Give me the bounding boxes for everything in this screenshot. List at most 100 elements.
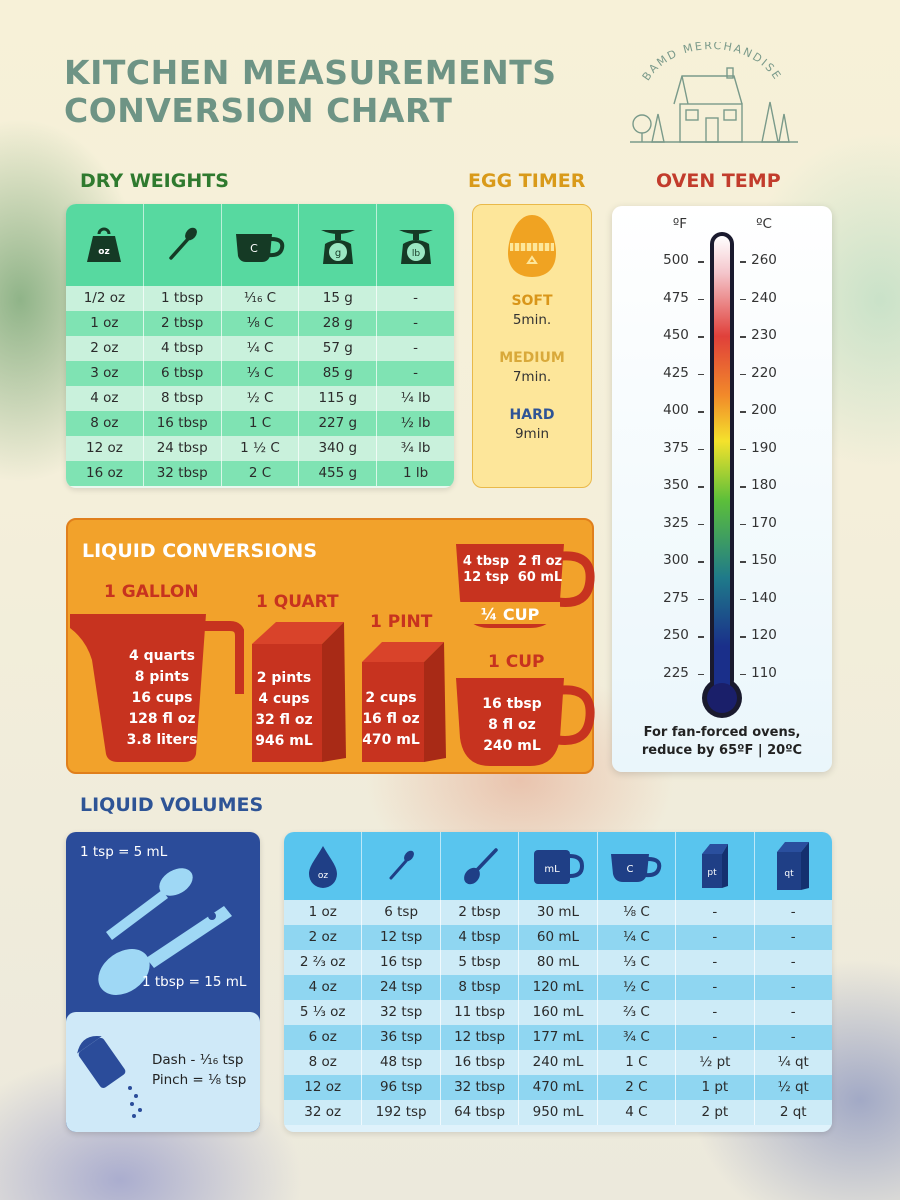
cup-line: 8 fl oz <box>488 717 536 733</box>
table-cell: 1 pt <box>676 1075 755 1100</box>
fahrenheit-tick-label: 325 <box>663 514 689 531</box>
tick-mark <box>740 448 746 450</box>
egg-level-time: 9min <box>514 426 550 442</box>
celsius-tick-label: 110 <box>751 664 777 681</box>
tick-mark <box>740 411 746 413</box>
table-cell: ¼ C <box>598 925 677 950</box>
quart-line: 2 pints <box>256 670 312 686</box>
pt-label: pt <box>707 868 717 878</box>
tick-mark <box>698 373 704 375</box>
g-label: g <box>335 248 341 259</box>
celsius-tick-label: 230 <box>751 327 777 343</box>
quart-details: 2 pints 4 cups 32 fl oz 946 mL <box>246 668 322 752</box>
table-cell: 120 mL <box>519 975 598 1000</box>
drop-oz-icon: oz <box>308 846 337 888</box>
weight-oz-icon: oz <box>87 227 122 262</box>
scale-g-icon: g <box>320 230 355 264</box>
table-cell: 16 tbsp <box>441 1050 520 1075</box>
table-cell: 8 oz <box>284 1050 363 1075</box>
fahrenheit-tick-label: 300 <box>663 552 689 568</box>
table-row: 2 ⅔ oz 16 tsp 5 tbsp 80 mL ⅓ C-- <box>284 950 832 975</box>
tick-mark <box>740 561 746 563</box>
table-cell: 8 oz <box>66 411 144 436</box>
table-cell: 11 tbsp <box>441 1000 520 1025</box>
table-cell: 4 tbsp <box>441 925 520 950</box>
egg-level-time: 5min. <box>512 312 552 328</box>
table-cell: ½ C <box>222 386 300 411</box>
fahrenheit-tick-label: 275 <box>663 589 689 606</box>
tick-mark <box>698 448 704 450</box>
mug-ml-icon: mL <box>533 850 584 884</box>
cup-label: C <box>250 242 258 255</box>
brand-logo: BAMD MERCHANDISE <box>630 42 798 143</box>
table-cell: - <box>676 1000 755 1025</box>
table-row: 12 oz 24 tbsp 1 ½ C 340 g ¾ lb <box>66 436 454 461</box>
lb-label: lb <box>411 249 420 259</box>
table-cell: 340 g <box>299 436 378 461</box>
salt-shaker-icon <box>77 1035 142 1118</box>
table-cell: - <box>790 979 796 995</box>
table-cell: - <box>676 900 755 925</box>
table-cell: 455 g <box>299 461 378 486</box>
dry-weights-table: oz C g <box>66 204 454 488</box>
table-cell: 2 pt <box>676 1100 755 1125</box>
table-row: 1 oz 6 tsp 2 tbsp 30 mL ⅛ C-- <box>284 900 832 925</box>
table-cell: 1 C <box>222 411 300 436</box>
tick-mark <box>740 673 746 675</box>
table-cell: - <box>790 954 796 970</box>
table-cell: 160 mL <box>519 1000 598 1025</box>
table-cell: ½ C <box>598 975 677 1000</box>
scale-lb-icon: lb <box>398 230 433 264</box>
tick-mark <box>698 486 704 488</box>
table-cell: - <box>790 904 796 920</box>
table-cell: 1 oz <box>284 900 363 925</box>
table-cell: 96 tsp <box>362 1075 441 1100</box>
table-cell: - <box>676 925 755 950</box>
tick-mark <box>698 673 704 675</box>
table-cell: 3 oz <box>66 361 144 386</box>
table-cell: ¼ C <box>222 336 300 361</box>
pinch-equivalence: Pinch = ⅛ tsp <box>152 1072 247 1088</box>
table-row: 3 oz 6 tbsp ⅓ C 85 g - <box>66 361 454 386</box>
table-cell: 12 oz <box>284 1075 363 1100</box>
table-row: 4 oz 24 tsp 8 tbsp 120 mL ½ C-- <box>284 975 832 1000</box>
gallon-line: 16 cups <box>131 690 193 706</box>
table-row: 8 oz 16 tbsp 1 C 227 g ½ lb <box>66 411 454 436</box>
quarter-cup-details-left: 4 tbsp 12 tsp <box>460 554 512 586</box>
egg-timer-title: EGG TIMER <box>468 170 586 192</box>
table-cell: ¼ lb <box>400 390 431 406</box>
tick-mark <box>740 636 746 638</box>
cup-c-icon: C <box>611 854 662 882</box>
pint-carton-icon <box>362 642 446 762</box>
liquid-volumes-header: oz mL C <box>284 832 832 900</box>
spoon-icon <box>169 227 198 260</box>
table-cell: 1 ½ C <box>222 436 300 461</box>
drop-label: oz <box>318 871 329 881</box>
tbsp-equivalence: 1 tbsp = 15 mL <box>142 974 247 990</box>
egg-level-medium: MEDIUM 7min. <box>473 350 591 385</box>
table-cell: 30 mL <box>519 900 598 925</box>
egg-level-label: SOFT <box>511 293 553 309</box>
table-row: 1 oz 2 tbsp ⅛ C 28 g - <box>66 311 454 336</box>
table-cell: ½ pt <box>676 1050 755 1075</box>
egg-level-hard: HARD 9min <box>473 407 591 442</box>
table-cell: - <box>790 1029 796 1045</box>
fahrenheit-tick-label: 250 <box>663 627 689 643</box>
cup-line: 240 mL <box>483 738 541 754</box>
table-cell: 1 oz <box>66 311 144 336</box>
table-cell: - <box>790 1004 796 1020</box>
liquid-volumes-table: oz mL C <box>284 832 832 1132</box>
brand-name: BAMD MERCHANDISE <box>640 42 783 83</box>
celsius-tick-label: 220 <box>751 364 777 381</box>
table-cell: 8 tbsp <box>441 975 520 1000</box>
dry-weights-header: oz C g <box>66 204 454 286</box>
celsius-tick-label: 150 <box>751 552 777 568</box>
table-cell: 12 oz <box>66 436 144 461</box>
table-cell: ⅛ C <box>222 311 300 336</box>
measuring-spoons-icon <box>98 868 232 995</box>
celsius-tick-label: 190 <box>751 439 777 456</box>
table-cell: 6 oz <box>284 1025 363 1050</box>
qt-label: qt <box>785 869 795 879</box>
tick-mark <box>698 298 704 300</box>
